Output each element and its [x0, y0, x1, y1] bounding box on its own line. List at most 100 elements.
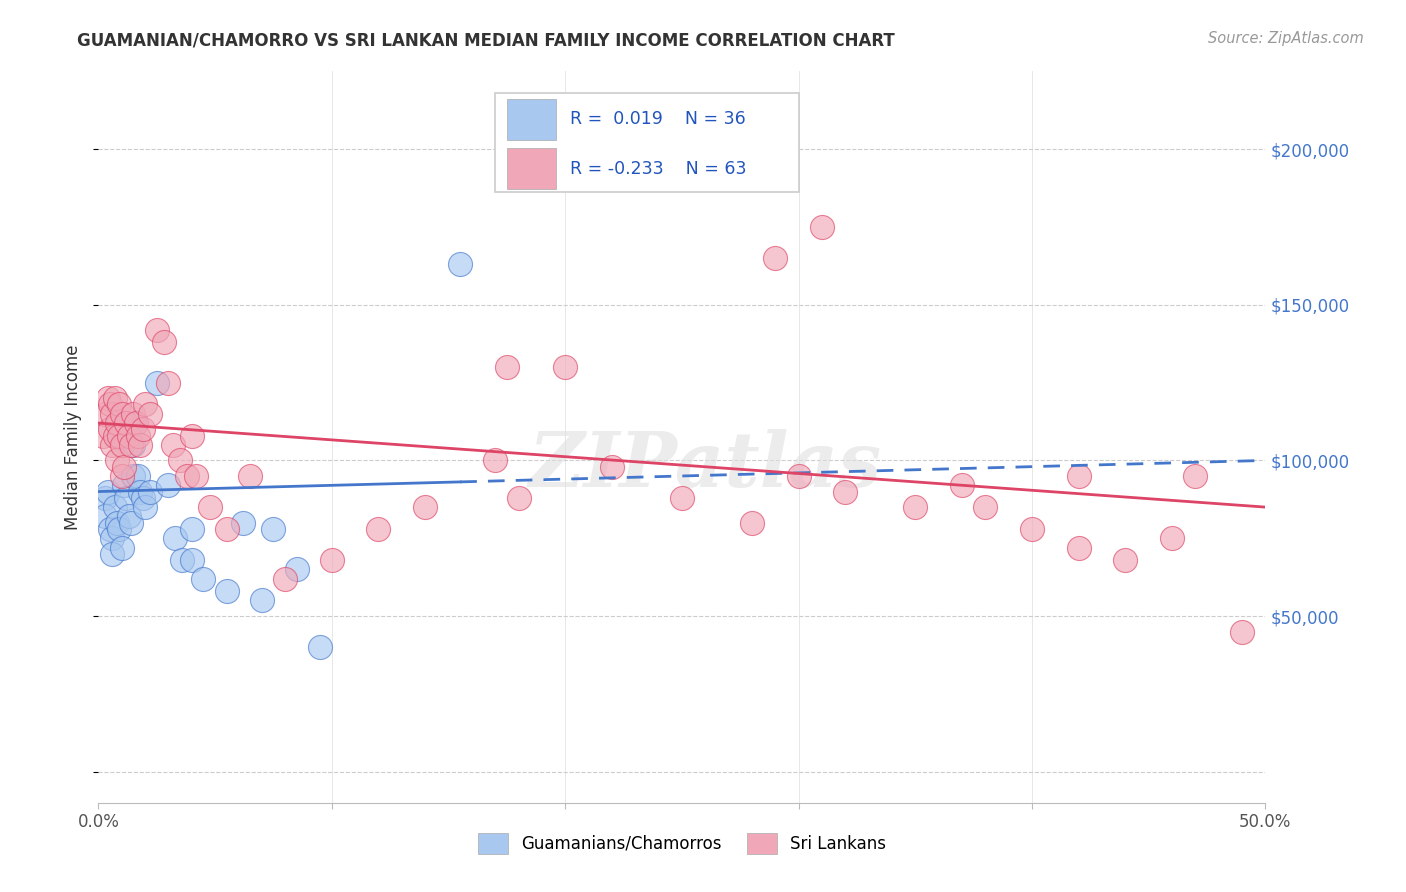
Point: [129, 438, 152, 452]
Point: [104, 391, 127, 405]
Point: [111, 438, 134, 452]
Point: [671, 491, 693, 505]
Point: [120, 438, 142, 452]
Point: [108, 522, 131, 536]
Point: [180, 553, 202, 567]
Point: [127, 469, 149, 483]
Point: [508, 491, 530, 505]
Point: [1161, 531, 1184, 545]
Point: [112, 459, 135, 474]
Point: [367, 522, 389, 536]
Point: [763, 251, 786, 265]
Point: [105, 516, 128, 530]
Point: [98, 522, 121, 536]
Point: [193, 572, 215, 586]
Point: [94, 509, 117, 524]
Point: [811, 219, 834, 234]
Point: [132, 422, 155, 436]
Point: [101, 407, 124, 421]
Point: [165, 531, 187, 545]
Text: GUAMANIAN/CHAMORRO VS SRI LANKAN MEDIAN FAMILY INCOME CORRELATION CHART: GUAMANIAN/CHAMORRO VS SRI LANKAN MEDIAN …: [77, 31, 896, 49]
Point: [215, 522, 238, 536]
Point: [122, 407, 145, 421]
Point: [974, 500, 997, 515]
Point: [98, 422, 121, 436]
Point: [91, 428, 114, 442]
Point: [125, 416, 148, 430]
Point: [112, 478, 135, 492]
Point: [134, 500, 156, 515]
Point: [1021, 522, 1043, 536]
Point: [125, 416, 148, 430]
Point: [98, 397, 121, 411]
Point: [122, 438, 145, 452]
Point: [129, 484, 152, 499]
Point: [101, 531, 124, 545]
Point: [309, 640, 332, 655]
Point: [134, 397, 156, 411]
Point: [176, 469, 198, 483]
Point: [215, 584, 238, 599]
Point: [1067, 469, 1090, 483]
Point: [157, 478, 180, 492]
Point: [413, 500, 436, 515]
Point: [127, 428, 149, 442]
Point: [111, 541, 134, 555]
Point: [321, 553, 343, 567]
Point: [120, 516, 142, 530]
Point: [111, 469, 134, 483]
Point: [115, 491, 138, 505]
Point: [285, 562, 308, 576]
Point: [834, 484, 856, 499]
Point: [180, 522, 202, 536]
Point: [180, 428, 202, 442]
Point: [904, 500, 927, 515]
Point: [101, 547, 124, 561]
Point: [239, 469, 262, 483]
Legend: Guamanians/Chamorros, Sri Lankans: Guamanians/Chamorros, Sri Lankans: [471, 827, 893, 860]
Point: [1067, 541, 1090, 555]
Point: [232, 516, 254, 530]
Point: [250, 593, 273, 607]
Point: [105, 416, 128, 430]
Y-axis label: Median Family Income: Median Family Income: [65, 344, 83, 530]
Point: [146, 323, 169, 337]
Point: [122, 469, 145, 483]
Point: [108, 428, 131, 442]
Point: [1184, 469, 1206, 483]
Point: [262, 522, 284, 536]
Point: [274, 572, 297, 586]
Point: [105, 453, 128, 467]
Text: R = -0.233    N = 63: R = -0.233 N = 63: [569, 160, 747, 178]
Text: R =  0.019    N = 36: R = 0.019 N = 36: [569, 111, 745, 128]
Point: [97, 484, 120, 499]
Point: [787, 469, 810, 483]
Point: [950, 478, 973, 492]
Point: [200, 500, 222, 515]
Point: [111, 407, 134, 421]
Point: [101, 438, 124, 452]
Point: [186, 469, 208, 483]
Point: [115, 416, 138, 430]
Text: ZIPatlas: ZIPatlas: [529, 429, 882, 503]
Point: [139, 407, 162, 421]
Point: [94, 491, 117, 505]
Point: [169, 453, 191, 467]
Point: [449, 257, 471, 271]
Point: [484, 453, 506, 467]
Point: [97, 391, 120, 405]
Point: [162, 438, 184, 452]
Point: [600, 459, 623, 474]
Point: [104, 500, 127, 515]
Text: Source: ZipAtlas.com: Source: ZipAtlas.com: [1208, 31, 1364, 46]
Point: [741, 516, 763, 530]
Point: [1114, 553, 1136, 567]
Point: [157, 376, 180, 390]
Point: [554, 359, 576, 374]
Point: [118, 509, 141, 524]
Point: [104, 428, 127, 442]
Point: [146, 376, 169, 390]
Point: [132, 491, 155, 505]
Point: [496, 359, 519, 374]
Point: [152, 335, 174, 350]
